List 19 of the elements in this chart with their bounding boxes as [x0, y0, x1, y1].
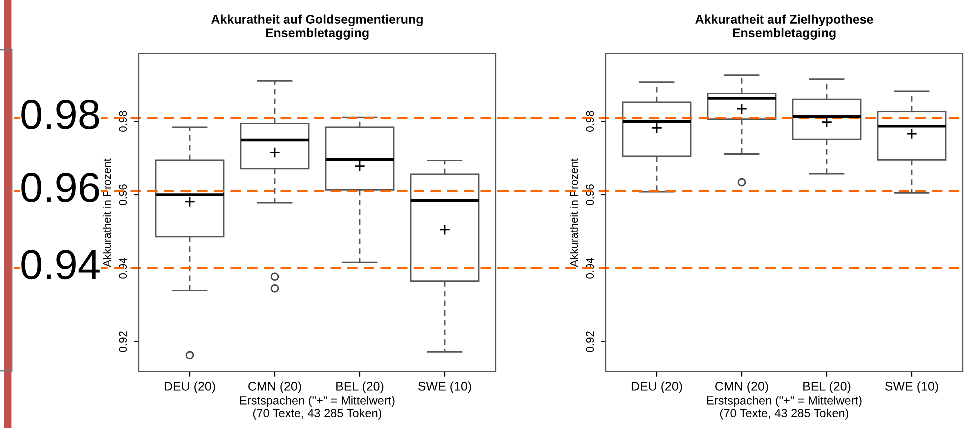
x-axis-title: Erstspachen ("+" = Mittelwert) (70 Texte, 43 285 Token): [707, 396, 862, 420]
ref-line-label: 0.94: [22, 250, 100, 280]
y-axis-title: Akkuratheit in Prozent: [570, 158, 578, 268]
ref-line-label: 0.96: [22, 173, 100, 203]
x-tick-label: BEL (20): [336, 382, 384, 394]
chart-title: Akkuratheit auf Goldsegmentierung Ensembletagging: [212, 14, 423, 40]
ref-line-label: 0.98: [22, 100, 100, 130]
x-tick-label: DEU (20): [632, 382, 682, 394]
x-axis-title: Erstspachen ("+" = Mittelwert) (70 Texte, 43 285 Token): [240, 396, 395, 420]
y-tick-label: 0.92: [119, 332, 128, 352]
x-tick-label: SWE (10): [418, 382, 472, 394]
y-axis-title: Akkuratheit in Prozent: [103, 158, 112, 268]
x-tick-label: SWE (10): [885, 382, 938, 394]
x-tick-label: CMN (20): [248, 382, 302, 394]
x-tick-label: CMN (20): [716, 382, 768, 394]
x-tick-label: BEL (20): [804, 382, 851, 394]
chart-title: Akkuratheit auf Zielhypothese Ensembletagging: [696, 14, 874, 40]
x-tick-label: DEU (20): [164, 382, 216, 394]
y-tick-label: 0.92: [586, 332, 594, 352]
